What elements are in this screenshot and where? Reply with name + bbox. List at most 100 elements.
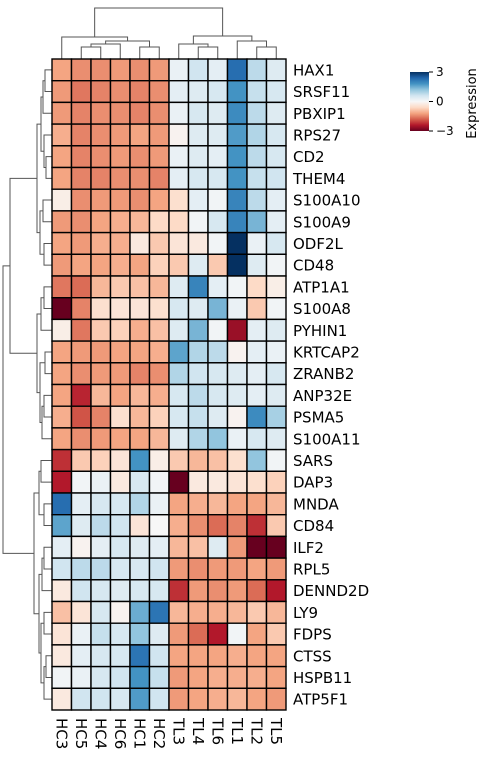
heatmap-cell	[90, 123, 112, 147]
row-label: HSPB11	[293, 669, 352, 687]
column-label: HC3	[52, 718, 70, 749]
heatmap-cell	[207, 383, 229, 407]
row-label: SRSF11	[293, 83, 350, 101]
row-label: LY9	[293, 604, 318, 622]
heatmap-cell	[70, 514, 92, 538]
heatmap-cell	[70, 644, 92, 668]
heatmap-cell	[168, 535, 190, 559]
heatmap-cell	[168, 253, 190, 277]
heatmap-cell	[148, 514, 170, 538]
heatmap-cell	[168, 470, 190, 494]
heatmap-cell	[226, 579, 248, 603]
heatmap-cell	[51, 318, 73, 342]
heatmap-cell	[129, 253, 151, 277]
heatmap-cell	[168, 383, 190, 407]
heatmap-cell	[187, 448, 209, 473]
heatmap-cell	[168, 210, 190, 234]
heatmap-cell	[129, 405, 151, 429]
heatmap-cell	[109, 622, 131, 646]
heatmap-cell	[70, 166, 92, 190]
dendrogram-link	[139, 46, 160, 59]
heatmap-cell	[90, 579, 112, 603]
heatmap-cell	[70, 79, 92, 104]
heatmap-cell	[246, 535, 268, 559]
heatmap-cell	[207, 101, 229, 125]
heatmap-cell	[187, 210, 209, 234]
heatmap-cell	[109, 579, 131, 603]
heatmap-cell	[90, 622, 112, 646]
heatmap-cell	[70, 318, 92, 342]
row-label: KRTCAP2	[293, 343, 360, 361]
heatmap-cell	[70, 470, 92, 494]
row-label: ATP1A1	[293, 278, 350, 296]
heatmap-cell	[129, 427, 151, 451]
heatmap-cell	[109, 514, 131, 538]
heatmap-cell	[70, 123, 92, 147]
heatmap-cell	[148, 665, 170, 689]
heatmap-cell	[226, 297, 248, 321]
heatmap-cell	[90, 79, 112, 104]
heatmap-cell	[226, 145, 248, 169]
heatmap-cell	[207, 58, 229, 82]
heatmap-cell	[70, 600, 92, 624]
heatmap-cell	[246, 79, 268, 104]
row-label: CTSS	[293, 647, 332, 665]
heatmap-cell	[187, 383, 209, 407]
heatmap-cell	[70, 448, 92, 473]
heatmap-cell	[246, 448, 268, 473]
heatmap-cell	[51, 145, 73, 169]
heatmap-cell	[187, 622, 209, 646]
heatmap-cell	[246, 579, 268, 603]
heatmap-cell	[168, 145, 190, 169]
heatmap-cell	[265, 514, 287, 538]
heatmap-cell	[51, 470, 73, 494]
heatmap-cell	[168, 166, 190, 190]
heatmap-cell	[51, 253, 73, 277]
heatmap-cell	[109, 470, 131, 494]
dendrogram-link	[9, 177, 37, 354]
heatmap-cell	[109, 297, 131, 321]
row-label: CD84	[293, 517, 334, 535]
heatmap-cell	[51, 405, 73, 429]
heatmap-cell	[168, 362, 190, 386]
heatmap-cell	[90, 318, 112, 342]
dendrogram-link	[45, 655, 52, 678]
heatmap-cell	[265, 101, 287, 125]
heatmap-cell	[226, 470, 248, 494]
heatmap-cell	[70, 405, 92, 429]
heatmap-cell	[187, 188, 209, 212]
heatmap-cell	[187, 362, 209, 386]
heatmap-cell	[265, 58, 287, 82]
heatmap-cell	[109, 123, 131, 147]
heatmap-cell	[246, 622, 268, 646]
heatmap-cell	[129, 535, 151, 559]
heatmap-cell	[51, 231, 73, 256]
heatmap-cell	[265, 362, 287, 386]
heatmap-cell	[70, 145, 92, 169]
dendrogram-link	[43, 666, 52, 700]
heatmap-cell	[246, 297, 268, 321]
heatmap-cell	[168, 340, 190, 364]
heatmap-cell	[207, 514, 229, 538]
heatmap-cell	[226, 123, 248, 147]
heatmap-cell	[187, 687, 209, 711]
heatmap-cell	[129, 79, 151, 104]
heatmap-cell	[129, 101, 151, 125]
heatmap-cell	[246, 405, 268, 429]
column-label: TL6	[208, 717, 226, 745]
heatmap-cell	[148, 318, 170, 342]
heatmap-cell	[109, 557, 131, 581]
heatmap-cell	[148, 275, 170, 299]
heatmap-cell	[265, 535, 287, 559]
colorbar-gradient	[410, 72, 429, 131]
dendrogram-link	[40, 459, 52, 483]
heatmap-cell	[51, 340, 73, 364]
heatmap-cell	[226, 210, 248, 234]
heatmap-cell	[226, 253, 248, 277]
heatmap-cell	[51, 297, 73, 321]
row-label: S100A8	[293, 300, 351, 318]
heatmap-cell	[148, 687, 170, 711]
heatmap-cell	[246, 123, 268, 147]
heatmap-cell	[246, 644, 268, 668]
heatmap-cell	[168, 101, 190, 125]
